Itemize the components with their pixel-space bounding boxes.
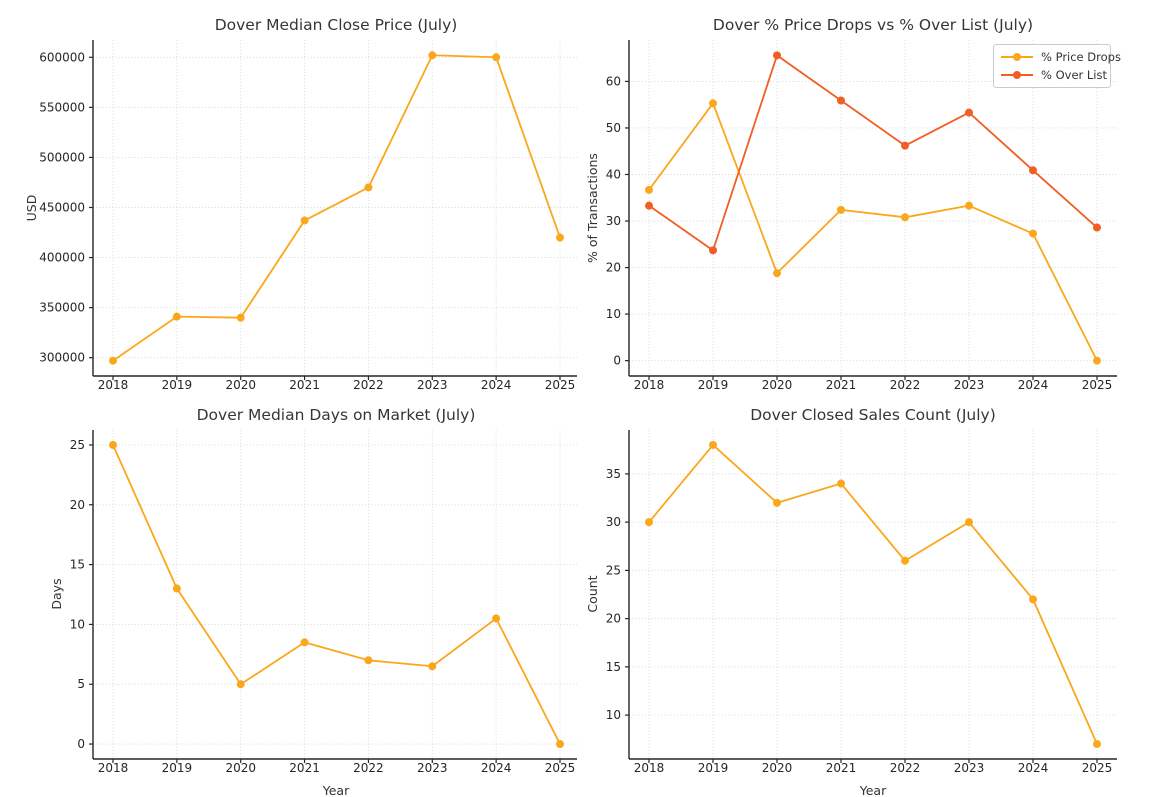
chart-price-drops-vs-over-list-panel: 2018 2019 2020 2021 2022 2023 2024 2025 0 10 20 30 4… [576,0,1153,398]
svg-text:2022: 2022 [353,761,384,775]
svg-text:2023: 2023 [954,761,985,775]
svg-text:35: 35 [606,467,621,481]
chart-title: Dover Closed Sales Count (July) [750,406,996,424]
svg-text:300000: 300000 [39,351,85,365]
svg-text:2021: 2021 [826,761,857,775]
median-close-price-plot: 2018 2019 2020 2021 2022 2023 2024 2025 300000 35… [24,16,577,392]
svg-text:0: 0 [77,737,85,751]
svg-text:2021: 2021 [289,378,320,392]
svg-text:2019: 2019 [698,761,729,775]
svg-text:15: 15 [606,660,621,674]
legend-entry-over-list: % Over List [1001,67,1108,82]
svg-text:2022: 2022 [890,761,921,775]
svg-text:600000: 600000 [39,50,85,64]
svg-text:2024: 2024 [1018,378,1049,392]
svg-text:550000: 550000 [39,100,85,114]
legend-label: % Price Drops [1041,49,1121,64]
chart-title: Dover Median Close Price (July) [215,16,458,34]
y-axis-label: % of Transactions [585,153,600,263]
svg-text:2023: 2023 [417,378,448,392]
legend-label: % Over List [1041,67,1108,82]
chart-title: Dover Median Days on Market (July) [197,406,476,424]
price-drops-vs-over-list-plot: 2018 2019 2020 2021 2022 2023 2024 2025 0 10 20 30 4… [585,16,1117,392]
svg-text:10: 10 [606,708,621,722]
svg-text:30: 30 [606,214,621,228]
svg-text:2025: 2025 [1082,378,1113,392]
svg-text:2020: 2020 [225,761,256,775]
svg-text:2024: 2024 [1018,761,1049,775]
svg-text:2020: 2020 [225,378,256,392]
svg-text:25: 25 [70,438,85,452]
svg-text:2019: 2019 [698,378,729,392]
svg-text:2023: 2023 [954,378,985,392]
svg-text:20: 20 [606,261,621,275]
svg-text:2020: 2020 [762,761,793,775]
median-days-on-market-plot: 2018 2019 2020 2021 2022 2023 2024 202505101520… [49,406,577,797]
svg-text:400000: 400000 [39,251,85,265]
svg-text:2018: 2018 [634,761,665,775]
x-axis-label: Year [859,783,887,797]
over-list-line-sample-icon [1001,70,1033,79]
y-axis-label: USD [24,195,39,222]
svg-text:2021: 2021 [826,378,857,392]
y-axis-label: Count [585,575,600,612]
svg-text:2024: 2024 [481,761,512,775]
legend: % Price Drops % Over List [993,44,1121,88]
svg-text:20: 20 [606,612,621,626]
chart-median-days-on-market-panel: 2018 2019 2020 2021 2022 2023 2024 2025 0 5 10 15 20… [0,399,577,797]
svg-text:30: 30 [606,515,621,529]
svg-text:0: 0 [613,354,621,368]
chart-title: Dover % Price Drops vs % Over List (July… [713,16,1033,34]
svg-text:5: 5 [77,677,85,691]
svg-text:2018: 2018 [634,378,665,392]
chart-closed-sales-count-panel: 2018 2019 2020 2021 2022 2023 2024 2025 10 15 20 25… [576,399,1153,797]
svg-text:50: 50 [606,121,621,135]
svg-text:2019: 2019 [162,378,193,392]
svg-text:10: 10 [606,307,621,321]
chart-median-close-price-panel: 2018 2019 2020 2021 2022 2023 2024 2025 300000 35… [0,0,577,398]
svg-text:10: 10 [70,617,85,631]
svg-text:2025: 2025 [1082,761,1113,775]
svg-text:20: 20 [70,498,85,512]
closed-sales-count-plot: 2018 2019 2020 2021 2022 2023 2024 202510152025… [585,406,1117,797]
legend-entry-price-drops: % Price Drops [1001,49,1121,64]
svg-text:2025: 2025 [545,761,576,775]
svg-text:500000: 500000 [39,150,85,164]
svg-text:2018: 2018 [98,761,129,775]
svg-text:60: 60 [606,74,621,88]
x-axis-label: Year [322,783,350,797]
svg-text:2024: 2024 [481,378,512,392]
svg-text:25: 25 [606,563,621,577]
svg-text:2025: 2025 [545,378,576,392]
svg-text:40: 40 [606,167,621,181]
price-drops-line-sample-icon [1001,52,1033,61]
svg-text:15: 15 [70,558,85,572]
svg-text:450000: 450000 [39,200,85,214]
svg-text:2019: 2019 [162,761,193,775]
svg-text:2018: 2018 [98,378,129,392]
svg-text:2021: 2021 [289,761,320,775]
y-axis-label: Days [49,578,64,609]
svg-text:2022: 2022 [353,378,384,392]
svg-text:2020: 2020 [762,378,793,392]
svg-text:350000: 350000 [39,301,85,315]
svg-text:2022: 2022 [890,378,921,392]
svg-text:2023: 2023 [417,761,448,775]
